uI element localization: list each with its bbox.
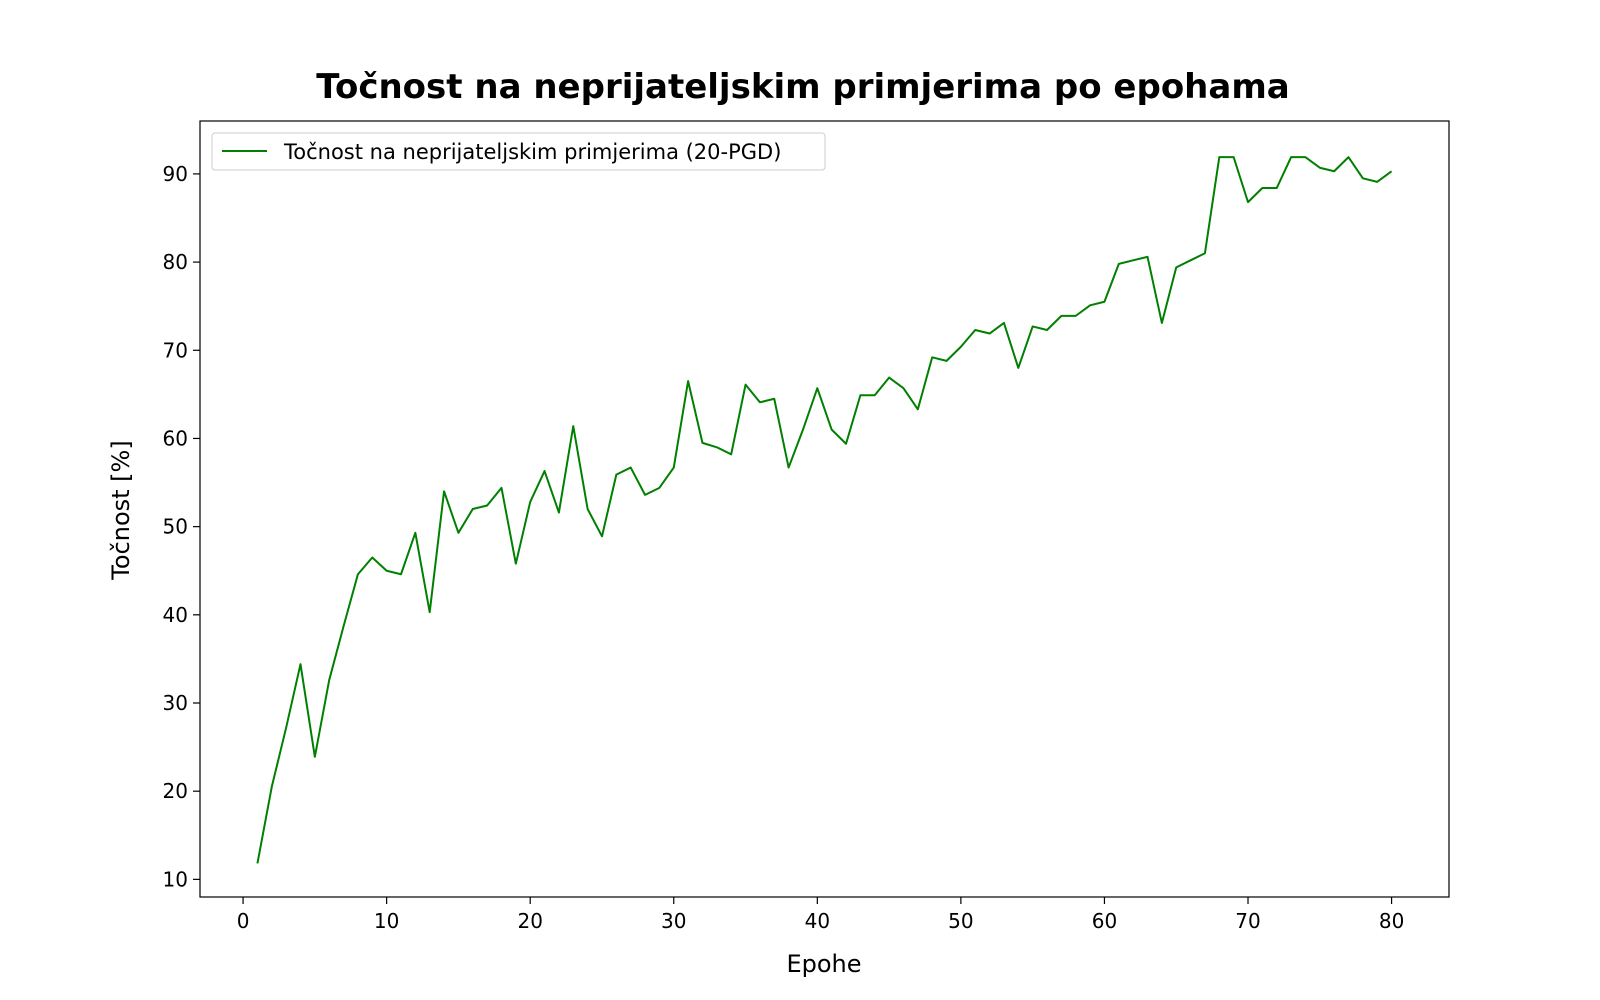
x-axis-label: Epohe <box>786 950 861 978</box>
y-tick-label: 10 <box>163 867 188 891</box>
x-tick-label: 50 <box>948 909 973 933</box>
y-tick-label: 70 <box>163 338 188 362</box>
y-tick-label: 60 <box>163 426 188 450</box>
series-points <box>257 157 1392 864</box>
y-axis-label: Točnost [%] <box>107 440 135 580</box>
legend-box <box>211 132 826 171</box>
y-tick-label: 50 <box>163 515 188 539</box>
x-tick-label: 40 <box>805 909 830 933</box>
y-tick-label: 80 <box>163 250 188 274</box>
legend: Točnost na neprijateljskim primjerima (2… <box>211 132 826 171</box>
x-tick-label: 70 <box>1235 909 1260 933</box>
series-line-pgd <box>256 156 1393 864</box>
y-tick-label: 40 <box>163 603 188 627</box>
plot-area-frame <box>199 120 1450 898</box>
y-axis: 10 20 30 40 50 60 70 80 90 <box>163 162 200 891</box>
legend-label: Točnost na neprijateljskim primjerima (2… <box>283 140 781 164</box>
x-tick-label: 60 <box>1092 909 1117 933</box>
y-tick-label: 90 <box>163 162 188 186</box>
y-tick-label: 30 <box>163 691 188 715</box>
y-tick-label: 20 <box>163 779 188 803</box>
x-tick-label: 10 <box>374 909 399 933</box>
x-tick-label: 30 <box>661 909 686 933</box>
x-tick-label: 80 <box>1379 909 1404 933</box>
x-tick-label: 0 <box>237 909 250 933</box>
x-tick-label: 20 <box>517 909 542 933</box>
chart-title: Točnost na neprijateljskim primjerima po… <box>316 67 1289 107</box>
x-axis: 0 10 20 30 40 50 60 70 80 <box>237 897 1404 933</box>
